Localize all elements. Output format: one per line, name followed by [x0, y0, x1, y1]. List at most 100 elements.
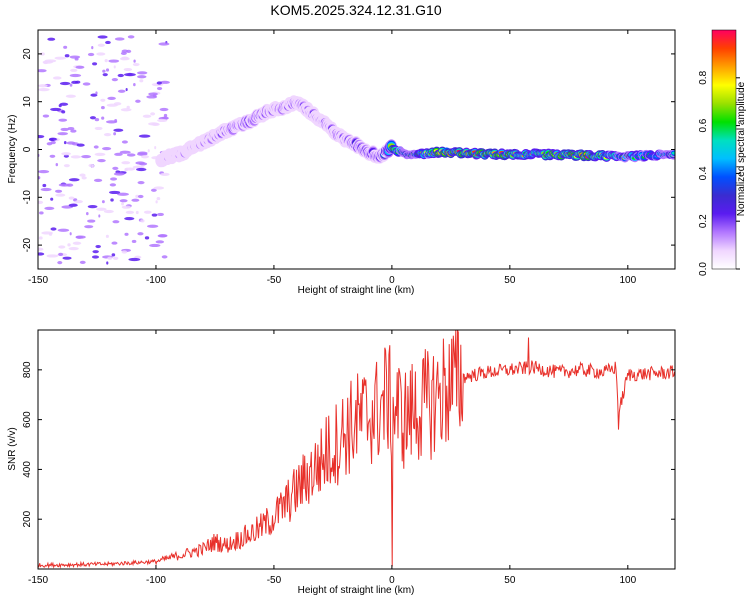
heatmap-noise-cell	[137, 151, 148, 155]
heatmap-noise-cell	[119, 199, 128, 203]
snr-x-tick-label: -100	[146, 575, 166, 586]
heatmap-noise-cell	[41, 231, 54, 235]
heatmap-noise-cell	[155, 200, 158, 204]
heatmap-noise-cell	[38, 200, 44, 204]
heatmap-noise-cell	[102, 147, 112, 151]
heatmap-noise-cell	[114, 152, 123, 156]
heatmap-noise-cell	[107, 256, 113, 260]
heatmap-noise-cell	[131, 239, 137, 244]
heatmap-noise-cell	[52, 76, 62, 80]
heatmap-noise-cell	[133, 59, 136, 63]
colorbar-tick-label: 0.2	[698, 214, 709, 228]
heatmap-noise-cell	[114, 37, 125, 41]
heatmap-y-tick-label: -10	[22, 190, 33, 205]
heatmap-noise-cell	[38, 170, 50, 174]
heatmap-x-tick-label: 50	[504, 275, 516, 286]
heatmap-noise-cell	[55, 193, 66, 197]
heatmap-noise-cell	[57, 228, 70, 232]
heatmap-noise-cell	[58, 252, 64, 256]
heatmap-noise-cell	[38, 88, 50, 92]
heatmap-noise-cell	[93, 145, 99, 149]
heatmap-noise-cell	[123, 67, 133, 72]
heatmap-noise-cell	[38, 69, 47, 73]
heatmap-noise-cell	[156, 86, 163, 91]
heatmap-noise-cell	[79, 173, 86, 177]
heatmap-noise-cell	[121, 140, 128, 144]
heatmap-x-ticks: -150 -100 -50 0 50 100	[28, 30, 637, 286]
heatmap-noise-cell	[113, 128, 124, 132]
snr-y-label: SNR (v/v)	[7, 427, 18, 470]
snr-x-tick-label: -50	[267, 575, 282, 586]
heatmap-noise-cell	[40, 187, 52, 192]
heatmap-noise-cell	[150, 188, 157, 192]
heatmap-noise-cell	[121, 250, 128, 254]
chart-title: KOM5.2025.324.12.31.G10	[270, 2, 441, 18]
heatmap-noise-cell	[140, 155, 150, 159]
heatmap-noise-cell	[112, 220, 120, 224]
heatmap-noise-cell	[112, 166, 119, 170]
heatmap-noise-cell	[70, 68, 78, 72]
heatmap-trace-cell	[671, 151, 675, 155]
heatmap-noise-cell	[96, 52, 106, 56]
snr-series-line	[37, 329, 676, 569]
heatmap-noise-cell	[64, 54, 70, 58]
colorbar-ticks: 0.0 0.2 0.4 0.6 0.8	[698, 70, 740, 276]
heatmap-noise-cell	[143, 210, 152, 214]
heatmap-x-tick-label: -100	[146, 275, 166, 286]
heatmap-noise-cell	[102, 69, 106, 73]
heatmap-noise-cell	[55, 189, 63, 193]
heatmap-noise-cell	[124, 216, 135, 221]
heatmap-noise-cell	[102, 73, 108, 77]
heatmap-noise-cell	[42, 183, 47, 188]
heatmap-noise-cell	[72, 241, 82, 245]
heatmap-noise-cell	[55, 163, 59, 167]
heatmap-noise-cell	[126, 49, 132, 53]
heatmap-x-label: Height of straight line (km)	[298, 285, 415, 296]
snr-frame	[37, 329, 676, 570]
heatmap-noise-cell	[157, 234, 168, 238]
heatmap-noise-cell	[156, 196, 161, 201]
heatmap-noise-cell	[67, 126, 75, 131]
heatmap-noise-cell	[70, 129, 77, 133]
heatmap-noise-cell	[160, 172, 170, 176]
heatmap-noise-cell	[50, 107, 62, 112]
heatmap-noise-cell	[110, 198, 114, 202]
heatmap-noise-cell	[120, 51, 127, 55]
heatmap-noise-cell	[158, 42, 170, 46]
colorbar-tick-label: 0.4	[698, 166, 709, 180]
colorbar-tick-label: 0.0	[698, 262, 709, 276]
heatmap-noise-cell	[136, 167, 147, 172]
heatmap-noise-cell	[74, 199, 83, 204]
heatmap-noise-cell	[57, 132, 69, 136]
heatmap-noise-cell	[94, 118, 100, 122]
heatmap-y-tick-label: 20	[22, 48, 33, 60]
heatmap-noise-cell	[95, 244, 101, 249]
heatmap-noise-cell	[68, 178, 80, 182]
heatmap-noise-cell	[127, 35, 135, 39]
heatmap-noise-cell	[79, 260, 86, 264]
heatmap-noise-cell	[46, 254, 59, 258]
heatmap-noise-cell	[93, 178, 103, 182]
heatmap-noise-cell	[91, 46, 94, 50]
heatmap-noise-cell	[137, 194, 144, 199]
heatmap-noise-cell	[121, 161, 131, 165]
heatmap-noise-cell	[105, 120, 118, 124]
heatmap-noise-cell	[117, 192, 129, 196]
heatmap-noise-cell	[150, 112, 156, 116]
heatmap-noise-cell	[146, 224, 159, 228]
heatmap-noise-cell	[117, 89, 126, 93]
heatmap-noise-cell	[75, 80, 81, 84]
snr-x-tick-label: -150	[28, 575, 48, 586]
heatmap-noise-cell	[75, 235, 86, 239]
heatmap-noise-cell	[100, 98, 106, 102]
heatmap-y-tick-label: -20	[22, 237, 33, 252]
heatmap-noise-cell	[63, 154, 69, 158]
heatmap-x-tick-label: 100	[619, 275, 636, 286]
snr-x-tick-label: 50	[504, 575, 516, 586]
heatmap-noise-cell	[148, 92, 158, 96]
heatmap-noise-cell	[98, 214, 101, 218]
heatmap-noise-cell	[163, 113, 168, 118]
heatmap-noise-cell	[54, 56, 67, 60]
heatmap-noise-cell	[113, 172, 125, 176]
